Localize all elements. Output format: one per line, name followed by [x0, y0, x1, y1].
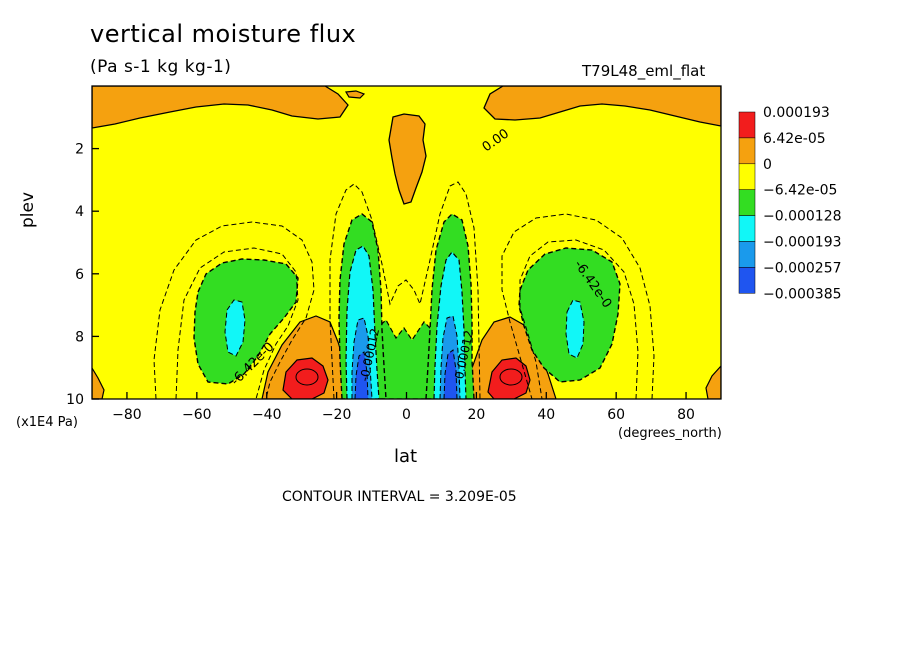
y-tick-label: 8: [75, 329, 84, 345]
southern-green-region: [193, 258, 299, 385]
colorbar-label: −6.42e-05: [763, 183, 837, 199]
colorbar-swatch: [738, 215, 756, 242]
lower-right-orange-shell: [465, 316, 557, 399]
x-tick-label: 40: [537, 407, 555, 423]
x-tick-label: 0: [402, 407, 411, 423]
x-tick-label: 80: [677, 407, 695, 423]
lower-right-edge-orange: [705, 365, 721, 399]
x-tick-label: 20: [467, 407, 485, 423]
x-axis-label: lat: [394, 446, 418, 467]
contour-interval-text: CONTOUR INTERVAL = 3.209E-05: [282, 489, 517, 505]
colorbar-label: 0.000193: [763, 105, 830, 121]
y-axis-unit: (x1E4 Pa): [16, 415, 78, 430]
southern-itcz-blue: [354, 351, 369, 399]
x-tick-label: 60: [607, 407, 625, 423]
colorbar-swatch: [738, 163, 756, 190]
northern-itcz-blue: [443, 349, 458, 399]
upper-left-orange-region: [92, 86, 349, 129]
y-tick-label: 4: [75, 204, 84, 220]
colorbar-swatch: [738, 267, 756, 294]
axes-group: −80 −60 −40 −20 0 20 40 60 80 2 4 6 8 10: [66, 142, 695, 423]
upper-mid-orange-blob: [344, 90, 366, 99]
x-tick-label: −80: [112, 407, 142, 423]
contour-field: 0.00 -6.42e-0 -6.42e-0 -0.00012 -0.00012: [92, 86, 721, 399]
chart-units: (Pa s-1 kg kg-1): [90, 57, 232, 77]
x-tick-label: −20: [322, 407, 352, 423]
equatorial-green-band: [374, 319, 435, 399]
colorbar-label: −0.000257: [763, 260, 842, 276]
negative-contours: [153, 181, 655, 399]
chart-title: vertical moisture flux: [90, 20, 357, 48]
colorbar-label: −0.000128: [763, 209, 842, 225]
run-name: T79L48_eml_flat: [582, 62, 706, 80]
colorbar-group: 0.000193 6.42e-05 0 −6.42e-05 −0.000128 −0.00…: [738, 105, 842, 302]
northern-subtropics-cyan: [565, 299, 585, 359]
x-tick-label: −60: [182, 407, 212, 423]
northern-red-core: [487, 357, 531, 399]
southern-red-core: [282, 357, 329, 399]
y-axis-label: plev: [18, 191, 38, 228]
southern-subtropics-cyan: [224, 299, 246, 357]
colorbar-swatch: [738, 189, 756, 216]
y-tick-label: 10: [66, 392, 84, 408]
colorbar-label: −0.000193: [763, 235, 842, 251]
x-axis-unit: (degrees_north): [618, 426, 722, 441]
equatorial-orange-column: [388, 113, 427, 205]
lower-left-edge-orange: [92, 366, 105, 399]
colorbar-label: −0.000385: [763, 286, 842, 302]
red-core-contour-south: [295, 368, 319, 386]
y-tick-label: 2: [75, 142, 84, 158]
x-tick-label: −40: [252, 407, 282, 423]
colorbar-swatch: [738, 137, 756, 165]
red-core-contour-north: [499, 368, 523, 386]
colorbar-label: 6.42e-05: [763, 131, 826, 147]
colorbar-swatch: [738, 111, 756, 139]
colorbar-label: 0: [763, 157, 772, 173]
y-tick-label: 6: [75, 267, 84, 283]
upper-right-orange-region: [483, 86, 721, 127]
colorbar-swatch: [738, 241, 756, 268]
